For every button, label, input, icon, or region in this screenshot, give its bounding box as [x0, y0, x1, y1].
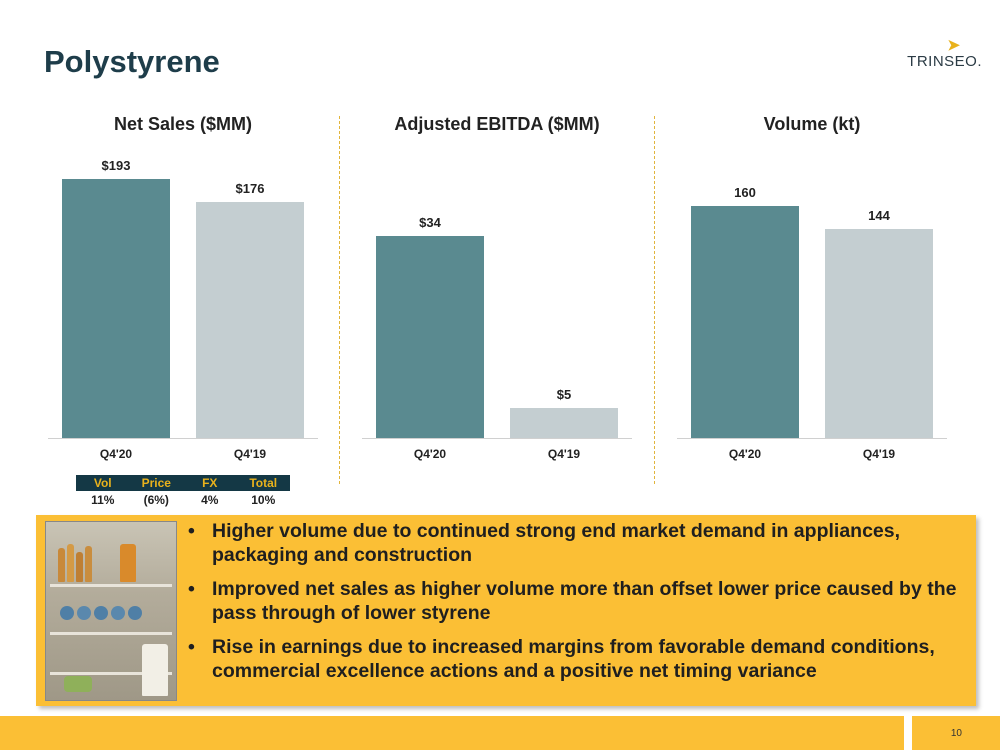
variance-header-vol: Vol: [93, 476, 112, 490]
bar-value-label: $5: [556, 387, 572, 402]
bar-q419: [825, 229, 933, 438]
chart-title-volume: Volume (kt): [763, 114, 861, 134]
bottle-shape: [58, 548, 65, 582]
juice-bottle-shape: [120, 544, 136, 582]
vegetable-shape: [64, 676, 92, 692]
bar-value-label: $193: [101, 158, 131, 173]
variance-table-header: Vol Price FX Total: [76, 475, 290, 491]
variance-header-fx: FX: [202, 476, 218, 490]
chart-divider: [339, 116, 340, 484]
jar-shape: [77, 606, 91, 620]
variance-header-price: Price: [141, 476, 171, 490]
arrow-icon: ➤: [947, 37, 960, 54]
footer-page-box: 10: [912, 716, 1000, 750]
highlight-bullet: Higher volume due to continued strong en…: [188, 519, 968, 567]
bottle-shape: [85, 546, 92, 582]
company-logo: ➤ TRINSEO.: [902, 36, 982, 76]
x-tick-label: Q4'20: [413, 447, 447, 461]
logo-text: TRINSEO.: [907, 53, 982, 70]
variance-value-vol: 11%: [91, 493, 115, 507]
fridge-shelf: [50, 584, 172, 587]
x-tick-label: Q4'20: [99, 447, 133, 461]
bottle-shape: [67, 544, 74, 582]
bar-q420: [62, 179, 170, 438]
page-title: Polystyrene: [44, 44, 220, 79]
highlights-panel: Higher volume due to continued strong en…: [36, 515, 976, 706]
variance-table-row: 11% (6%) 4% 10%: [76, 491, 290, 509]
bar-q419: [510, 408, 618, 438]
bar-q420: [691, 206, 799, 438]
chart-title-adjusted-ebitda: Adjusted EBITDA ($MM): [394, 114, 600, 134]
x-tick-label: Q4'20: [728, 447, 762, 461]
fridge-shelf: [50, 632, 172, 635]
bottle-shape: [76, 552, 83, 582]
bar-value-label: 144: [868, 208, 890, 223]
jar-shape: [128, 606, 142, 620]
variance-value-total: 10%: [251, 493, 276, 507]
bottles-group: [58, 542, 100, 582]
bar-value-label: 160: [734, 185, 756, 200]
variance-value-fx: 4%: [201, 493, 219, 507]
highlight-bullet: Rise in earnings due to increased margin…: [188, 635, 968, 683]
x-tick-label: Q4'19: [547, 447, 581, 461]
x-axis-line: [677, 438, 947, 439]
milk-bottle-shape: [142, 644, 168, 696]
page-number: 10: [950, 728, 962, 739]
jar-shape: [60, 606, 74, 620]
bar-value-label: $34: [419, 215, 441, 230]
jars-group: [60, 606, 160, 628]
footer-bar: [0, 716, 904, 750]
fridge-shelf: [50, 672, 172, 675]
variance-value-price: (6%): [143, 493, 169, 507]
bar-q420: [376, 236, 484, 438]
x-axis-line: [362, 438, 632, 439]
variance-table: Vol Price FX Total 11% (6%) 4% 10%: [76, 475, 290, 509]
chart-divider: [654, 116, 655, 484]
chart-title-net-sales: Net Sales ($MM): [113, 114, 253, 134]
bar-q419: [196, 202, 304, 438]
bar-value-label: $176: [235, 181, 265, 196]
x-tick-label: Q4'19: [862, 447, 896, 461]
refrigerator-photo: [45, 521, 177, 701]
highlights-list: Higher volume due to continued strong en…: [188, 519, 968, 693]
jar-shape: [94, 606, 108, 620]
jar-shape: [111, 606, 125, 620]
x-axis-line: [48, 438, 318, 439]
variance-header-total: Total: [249, 476, 278, 490]
x-tick-label: Q4'19: [233, 447, 267, 461]
highlight-bullet: Improved net sales as higher volume more…: [188, 577, 968, 625]
